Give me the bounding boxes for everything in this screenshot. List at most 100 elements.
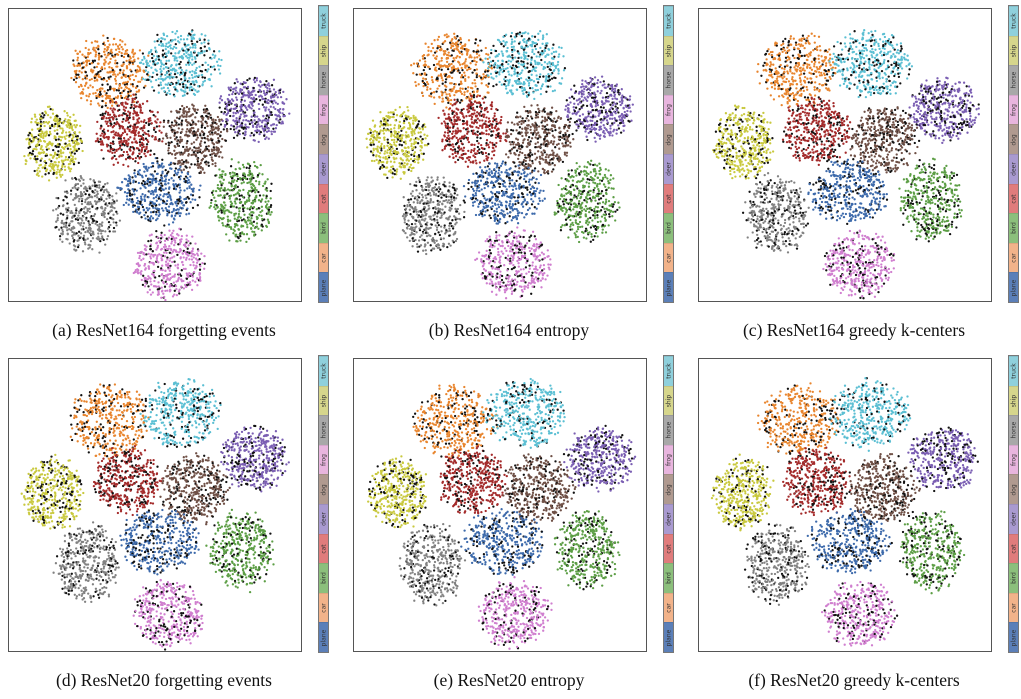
data-point xyxy=(236,175,238,177)
data-point xyxy=(117,132,119,134)
selected-point xyxy=(99,91,101,93)
selected-point xyxy=(203,39,205,41)
data-point xyxy=(40,152,42,154)
data-point xyxy=(224,210,226,212)
selected-point xyxy=(74,152,76,154)
data-point xyxy=(68,140,70,142)
data-point xyxy=(161,140,163,142)
data-point xyxy=(238,213,240,215)
data-point xyxy=(179,136,181,138)
data-point xyxy=(258,199,260,201)
data-point xyxy=(216,61,218,63)
selected-point xyxy=(441,69,443,71)
data-point xyxy=(143,124,145,126)
data-point xyxy=(178,191,180,193)
data-point xyxy=(540,93,542,95)
selected-point xyxy=(73,163,75,165)
data-point xyxy=(124,97,126,99)
data-point xyxy=(218,102,220,104)
data-point xyxy=(239,178,241,180)
data-point xyxy=(114,55,116,57)
data-point xyxy=(169,77,171,79)
data-point xyxy=(250,97,252,99)
data-point xyxy=(275,101,277,103)
data-point xyxy=(155,181,157,183)
data-point xyxy=(61,164,63,166)
data-point xyxy=(91,62,93,64)
data-point xyxy=(66,191,68,193)
data-point xyxy=(228,239,230,241)
data-point xyxy=(436,87,438,89)
selected-point xyxy=(474,42,476,44)
data-point xyxy=(213,57,215,59)
data-point xyxy=(184,110,186,112)
data-point xyxy=(235,127,237,129)
selected-point xyxy=(187,61,189,63)
data-point xyxy=(145,59,147,61)
data-point xyxy=(225,225,227,227)
selected-point xyxy=(174,88,176,90)
data-point xyxy=(84,75,86,77)
data-point xyxy=(414,81,416,83)
data-point xyxy=(172,76,174,78)
data-point xyxy=(150,49,152,51)
data-point xyxy=(250,179,252,181)
selected-point xyxy=(150,248,152,250)
selected-point xyxy=(174,73,176,75)
data-point xyxy=(523,38,525,40)
data-point xyxy=(231,158,233,160)
data-point xyxy=(104,230,106,232)
data-point xyxy=(242,119,244,121)
data-point xyxy=(37,167,39,169)
data-point xyxy=(174,241,176,243)
data-point xyxy=(107,63,109,65)
selected-point xyxy=(73,79,75,81)
data-point xyxy=(191,38,193,40)
data-point xyxy=(111,98,113,100)
data-point xyxy=(424,60,426,62)
data-point xyxy=(211,142,213,144)
data-point xyxy=(188,87,190,89)
selected-point xyxy=(516,61,518,63)
data-point xyxy=(259,81,261,83)
data-point xyxy=(243,233,245,235)
data-point xyxy=(165,187,167,189)
data-point xyxy=(168,210,170,212)
data-point xyxy=(275,91,277,93)
data-point xyxy=(88,95,90,97)
selected-point xyxy=(196,54,198,56)
data-point xyxy=(54,130,56,132)
data-point xyxy=(207,135,209,137)
data-point xyxy=(129,148,131,150)
data-point xyxy=(183,268,185,270)
selected-point xyxy=(177,243,179,245)
selected-point xyxy=(155,211,157,213)
data-point xyxy=(72,156,74,158)
data-point xyxy=(240,104,242,106)
data-point xyxy=(560,83,562,85)
data-point xyxy=(84,241,86,243)
data-point xyxy=(196,164,198,166)
data-point xyxy=(74,133,76,135)
data-point xyxy=(127,110,129,112)
data-point xyxy=(237,191,239,193)
data-point xyxy=(111,205,113,207)
data-point xyxy=(189,166,191,168)
data-point xyxy=(229,195,231,197)
data-point xyxy=(129,198,131,200)
data-point xyxy=(236,180,238,182)
selected-point xyxy=(272,128,274,130)
data-point xyxy=(182,207,184,209)
data-point xyxy=(555,51,557,53)
data-point xyxy=(466,52,468,54)
selected-point xyxy=(146,143,148,145)
data-point xyxy=(213,206,215,208)
data-point xyxy=(59,238,61,240)
data-point xyxy=(49,131,51,133)
data-point xyxy=(177,171,179,173)
selected-point xyxy=(248,167,250,169)
data-point xyxy=(166,67,168,69)
data-point xyxy=(96,41,98,43)
data-point xyxy=(255,94,257,96)
selected-point xyxy=(132,83,134,85)
